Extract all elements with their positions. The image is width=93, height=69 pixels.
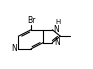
Text: Br: Br xyxy=(27,16,35,25)
Text: N: N xyxy=(54,38,60,47)
Text: H: H xyxy=(55,19,60,25)
Text: N: N xyxy=(12,44,17,53)
Text: N: N xyxy=(53,25,59,34)
